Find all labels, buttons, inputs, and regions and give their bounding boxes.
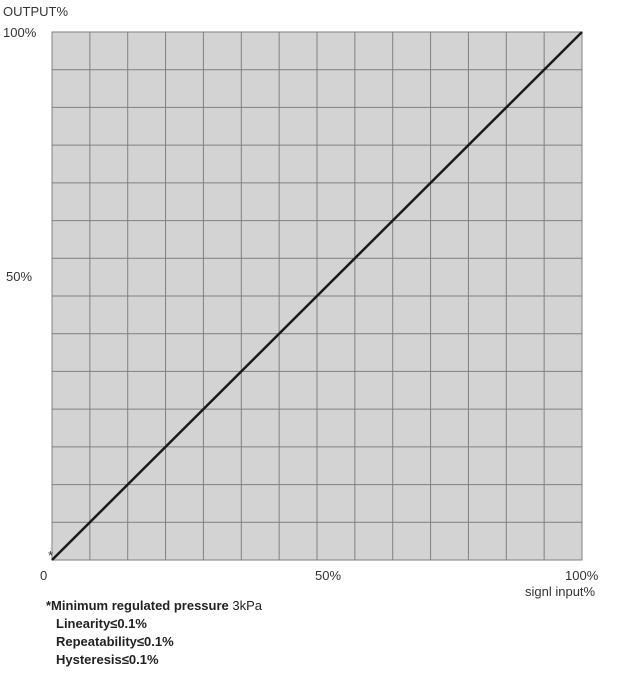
grid bbox=[51, 31, 583, 561]
repeatability-spec: Repeatability≤0.1% bbox=[56, 634, 174, 649]
x-tick-label-100: 100% bbox=[565, 568, 599, 583]
spec-notes: *Minimum regulated pressure 3kPa Lineari… bbox=[46, 597, 262, 669]
x-tick-label-50: 50% bbox=[315, 568, 341, 583]
linearity-spec: Linearity≤0.1% bbox=[56, 616, 147, 631]
x-tick-label-0: 0 bbox=[40, 568, 47, 583]
x-axis-label: signl input% bbox=[525, 584, 596, 599]
y-tick-label-100: 100% bbox=[3, 25, 37, 40]
hysteresis-spec: Hysteresis≤0.1% bbox=[56, 652, 159, 667]
series-line bbox=[51, 31, 583, 561]
min-pressure-value: 3kPa bbox=[228, 598, 263, 613]
y-axis-label: OUTPUT% bbox=[3, 4, 68, 19]
min-pressure-label: *Minimum regulated pressure bbox=[46, 598, 229, 613]
y-tick-label-50: 50% bbox=[6, 269, 32, 284]
start-marker: * bbox=[48, 548, 53, 563]
min-pressure-note: *Minimum regulated pressure 3kPa bbox=[46, 597, 262, 615]
